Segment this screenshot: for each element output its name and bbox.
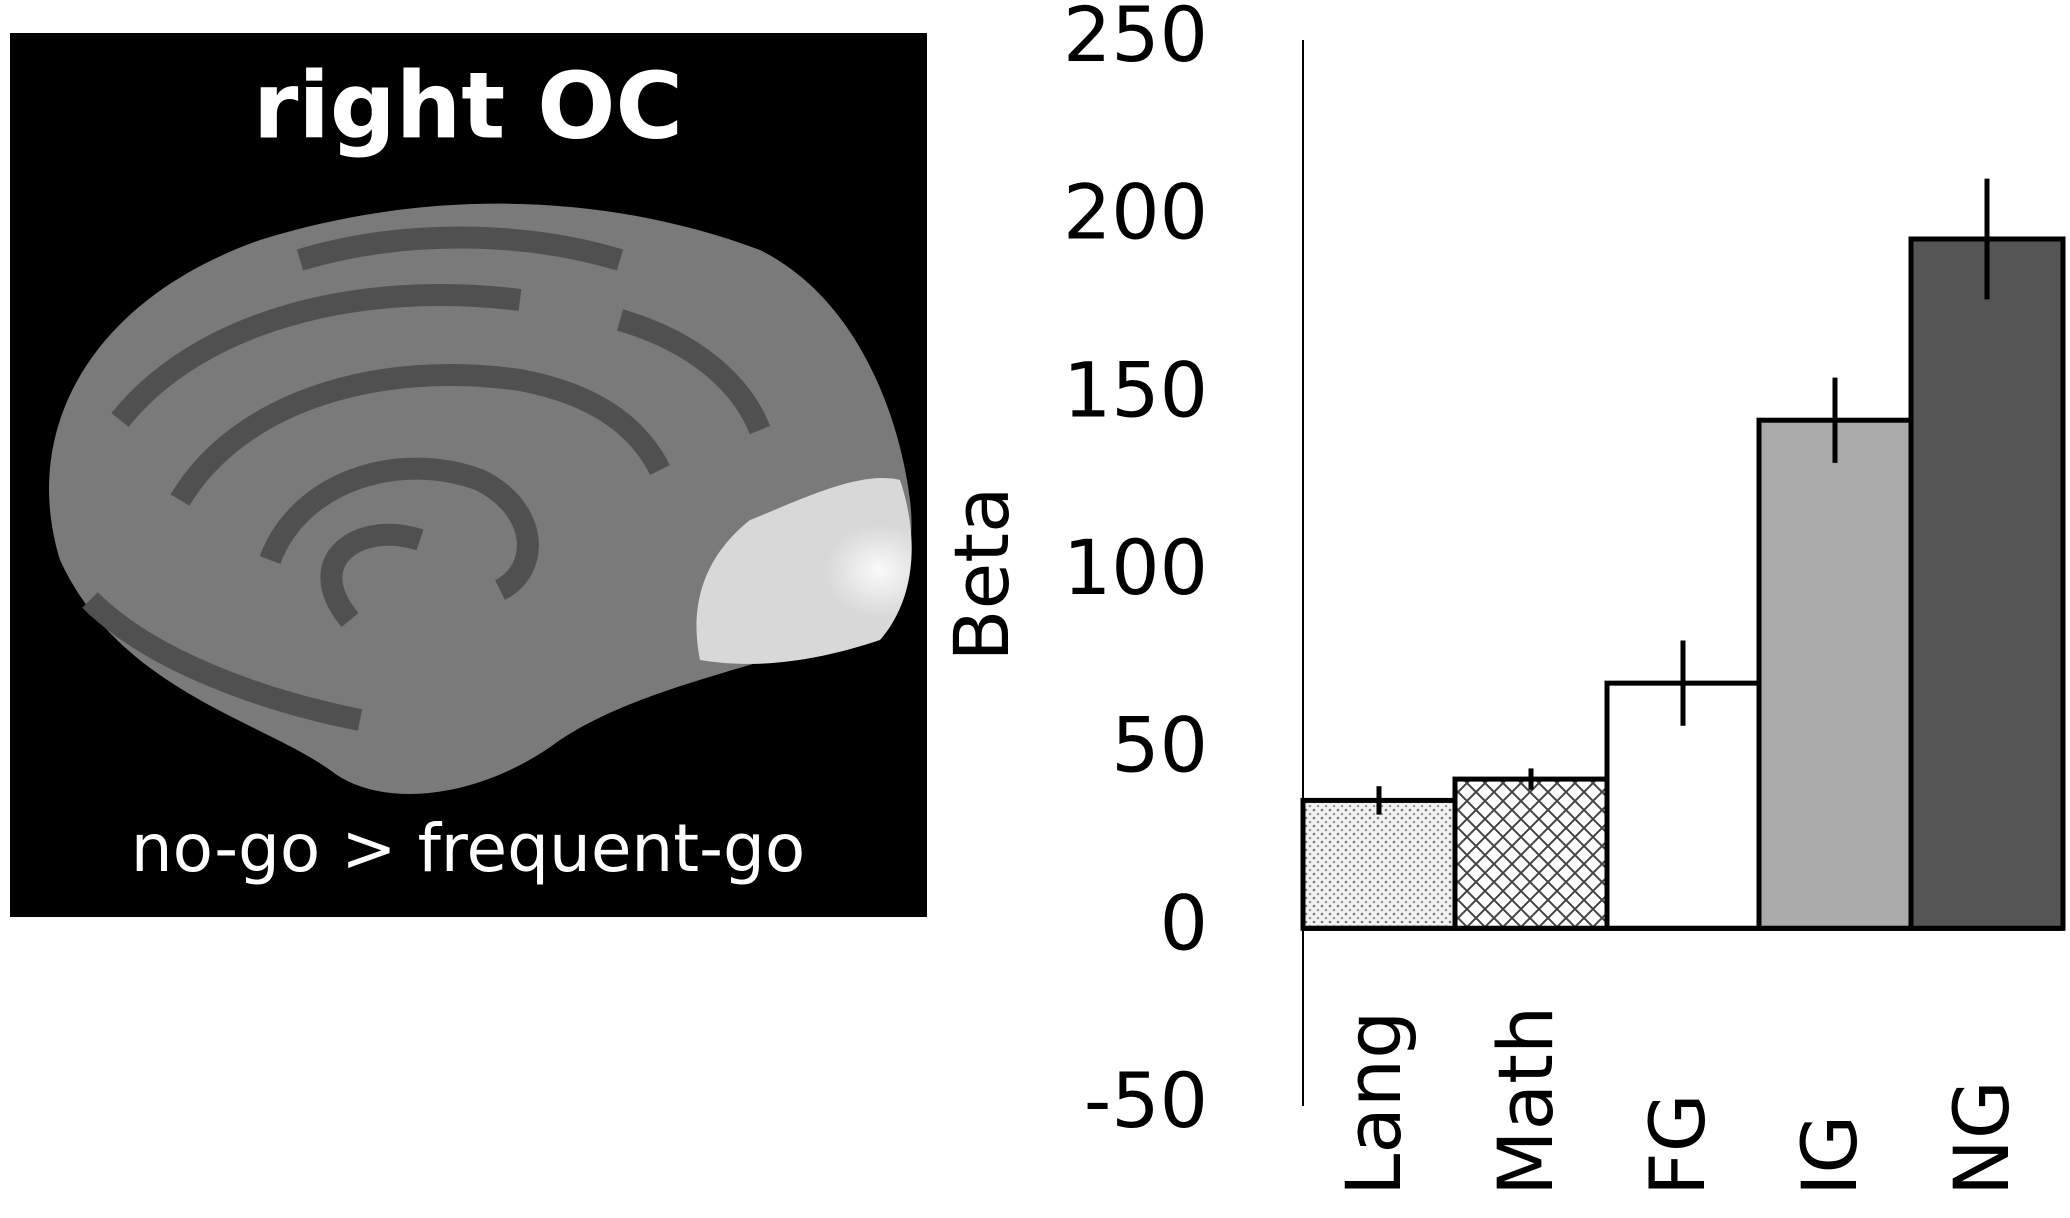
sulci	[82, 226, 771, 731]
y-tick-label: 0	[1160, 878, 1208, 967]
highlight-region	[696, 478, 912, 664]
bar	[1756, 417, 1914, 931]
x-tick-label: Math	[1481, 1006, 1570, 1196]
brain-panel: right OC no-go > frequent-go	[10, 33, 927, 917]
y-axis-label: Beta	[937, 486, 1026, 661]
y-tick-label: 150	[1063, 345, 1208, 434]
y-tick-label: 200	[1063, 168, 1208, 257]
bar	[1908, 236, 2066, 931]
x-tick-label: IG	[1785, 1115, 1874, 1196]
y-tick-label: -50	[1084, 1056, 1208, 1145]
y-tick-label: 250	[1063, 0, 1208, 79]
x-tick-label: NG	[1937, 1080, 2026, 1196]
panel-title: right OC	[253, 52, 683, 159]
x-tick-label: Lang	[1329, 1011, 1418, 1196]
x-tick-label: FG	[1633, 1093, 1722, 1196]
bar	[1300, 797, 1458, 931]
y-tick-label: 50	[1111, 701, 1208, 790]
bar	[1452, 776, 1610, 931]
y-tick-label: 100	[1063, 523, 1208, 612]
panel-caption: no-go > frequent-go	[131, 810, 805, 887]
